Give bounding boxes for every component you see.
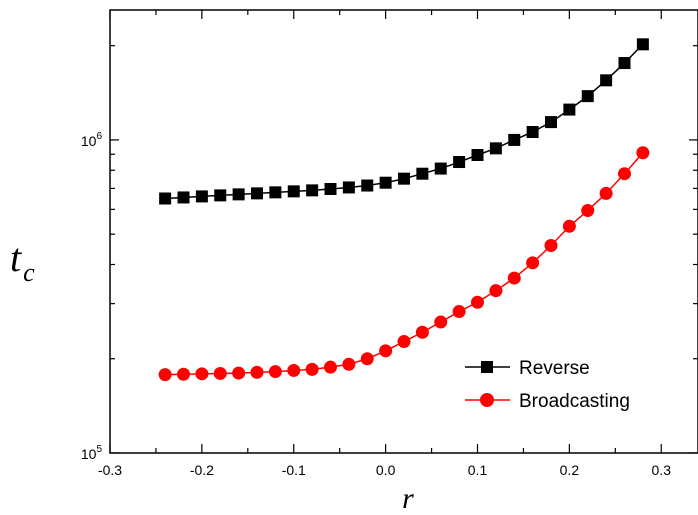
x-tick-label: 0.1 [468, 462, 488, 478]
data-point-reverse [471, 149, 484, 162]
data-point-broadcasting [213, 366, 227, 380]
x-tick-label: 0.0 [376, 462, 396, 478]
data-point-reverse [581, 90, 594, 103]
data-point-reverse [324, 183, 337, 196]
data-point-broadcasting [471, 295, 484, 309]
data-point-reverse [489, 142, 502, 155]
data-point-reverse [618, 57, 631, 70]
data-point-reverse [214, 189, 227, 202]
data-point-broadcasting [507, 271, 521, 285]
data-point-reverse [636, 38, 649, 51]
y-axis-title: tc [10, 235, 35, 287]
data-point-reverse [251, 187, 263, 200]
legend-label-reverse: Reverse [519, 358, 590, 379]
data-point-broadcasting [415, 325, 429, 339]
data-point-broadcasting [379, 344, 393, 358]
x-tick-labels: -0.3 -0.2 -0.1 0.0 0.1 0.2 0.3 [98, 462, 671, 478]
data-point-broadcasting [360, 352, 374, 366]
x-tick-label: -0.2 [190, 462, 214, 478]
data-point-broadcasting [250, 365, 264, 379]
data-point-broadcasting [434, 315, 448, 329]
data-point-broadcasting [158, 368, 172, 382]
data-point-reverse [545, 116, 557, 129]
data-point-broadcasting [489, 284, 503, 298]
data-point-broadcasting [636, 146, 650, 160]
y-tick-label: 106 [81, 131, 103, 149]
data-point-reverse [398, 172, 410, 185]
data-point-reverse [563, 103, 576, 116]
data-point-reverse [177, 191, 190, 204]
data-point-reverse [508, 133, 521, 146]
data-point-broadcasting [324, 360, 337, 374]
data-point-reverse [453, 156, 466, 169]
data-point-reverse [159, 192, 172, 205]
data-point-reverse [434, 162, 447, 175]
legend-marker-reverse [481, 361, 493, 373]
data-point-reverse [306, 184, 319, 197]
data-point-reverse [232, 188, 245, 201]
x-tick-label: -0.1 [282, 462, 306, 478]
data-point-reverse [416, 167, 429, 180]
data-point-broadcasting [268, 365, 282, 379]
data-point-broadcasting [599, 186, 613, 200]
data-point-broadcasting [232, 366, 246, 380]
data-point-reverse [195, 190, 208, 203]
series-layer [158, 38, 650, 382]
data-point-broadcasting [526, 256, 540, 270]
y-axis-title-main: t [10, 235, 22, 280]
data-point-reverse [287, 185, 300, 198]
y-tick-labels: 105 106 [81, 131, 103, 462]
data-point-broadcasting [562, 219, 576, 233]
data-point-reverse [600, 74, 613, 87]
data-point-broadcasting [287, 363, 301, 377]
data-point-broadcasting [305, 362, 319, 376]
x-axis-title: r [402, 482, 414, 515]
data-point-reverse [342, 181, 355, 194]
data-point-broadcasting [452, 305, 466, 319]
data-point-broadcasting [195, 367, 209, 381]
data-point-reverse [361, 179, 374, 192]
data-point-reverse [269, 186, 282, 199]
data-point-broadcasting [342, 357, 356, 371]
data-point-broadcasting [397, 335, 411, 349]
axis-ticks [109, 10, 698, 454]
data-point-broadcasting [581, 204, 595, 218]
plot-frame [109, 9, 698, 454]
data-point-broadcasting [544, 239, 558, 253]
legend-label-broadcasting: Broadcasting [519, 391, 630, 412]
y-tick-label: 105 [81, 444, 103, 462]
data-point-broadcasting [177, 367, 190, 381]
x-tick-label: 0.2 [560, 462, 580, 478]
y-axis-title-sub: c [23, 258, 35, 287]
legend: Reverse Broadcasting [465, 358, 630, 412]
x-tick-label: -0.3 [98, 462, 122, 478]
data-point-broadcasting [618, 167, 631, 181]
legend-marker-broadcasting [480, 393, 494, 407]
data-point-reverse [526, 125, 539, 138]
data-point-reverse [379, 176, 392, 189]
x-tick-label: 0.3 [652, 462, 672, 478]
